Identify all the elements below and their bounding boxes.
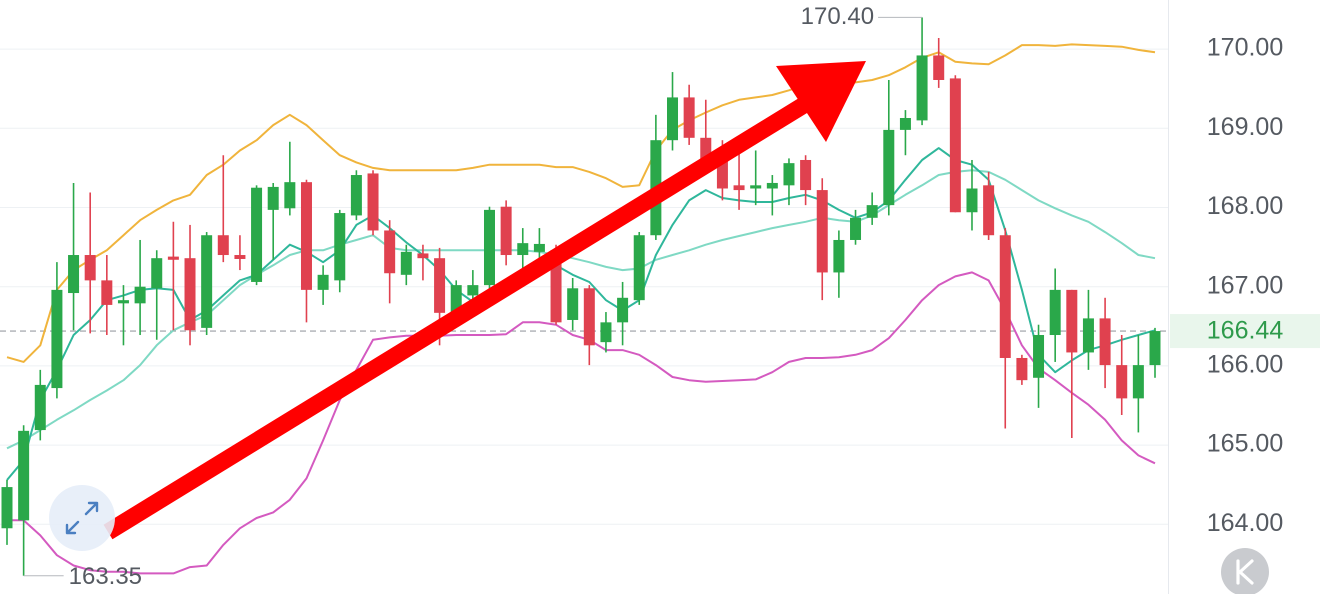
candle-body	[68, 255, 80, 294]
candle-body	[866, 205, 878, 218]
candle-body	[151, 258, 163, 289]
arrow-head	[776, 61, 866, 142]
candle-body	[300, 182, 312, 290]
last-price-box	[1170, 314, 1320, 349]
candle-body	[750, 185, 762, 189]
candle-body	[267, 186, 279, 210]
candle-body	[167, 256, 179, 260]
candle-body	[1082, 318, 1094, 353]
candle-body	[34, 384, 46, 431]
candle-body	[999, 235, 1011, 358]
candle-body	[816, 190, 828, 273]
candle-body	[949, 78, 961, 213]
candle-body	[933, 55, 945, 80]
candle-body	[51, 289, 63, 389]
min-label: 163.35	[69, 563, 142, 590]
candle-body	[1033, 335, 1045, 378]
candle-body	[716, 155, 728, 189]
candle-body	[983, 185, 995, 236]
candle-body	[683, 97, 695, 138]
kline-button-bg[interactable]	[1221, 548, 1269, 594]
candle-body	[134, 286, 146, 304]
candle-body	[350, 175, 362, 216]
candle-body	[500, 206, 512, 256]
candle-body	[850, 217, 862, 240]
candle-body	[800, 159, 812, 191]
candle-body	[1049, 289, 1061, 336]
candle-body	[117, 300, 129, 304]
candle-body	[916, 55, 928, 121]
last-price-label: 166.44	[1207, 317, 1284, 345]
y-tick-label: 168.00	[1207, 192, 1283, 220]
candle-body	[833, 239, 845, 273]
y-tick-label: 164.00	[1207, 509, 1283, 537]
candle-body	[733, 185, 745, 191]
trend-arrow	[103, 61, 866, 540]
kline-icon[interactable]	[1236, 559, 1254, 585]
y-tick-label: 166.00	[1207, 351, 1283, 379]
expand-button[interactable]	[49, 485, 115, 551]
expand-icon[interactable]	[65, 501, 99, 535]
candle-body	[417, 253, 429, 259]
expand-button-bg[interactable]	[49, 485, 115, 551]
candle-body	[667, 97, 679, 141]
candle-body	[334, 213, 346, 281]
candle-body	[284, 182, 296, 209]
candle-body	[251, 187, 263, 282]
kline-button[interactable]	[1221, 548, 1269, 594]
candle-body	[467, 285, 479, 296]
candle-body	[966, 188, 978, 213]
candle-body	[517, 243, 529, 256]
candle-body	[234, 255, 246, 259]
y-tick-label: 170.00	[1207, 34, 1283, 62]
candle-body	[18, 430, 30, 521]
candle-body	[101, 280, 113, 305]
line-layer	[6, 43, 1156, 575]
candle-body	[700, 137, 712, 160]
candle-body	[766, 182, 778, 189]
candle-body	[1116, 365, 1128, 399]
candle-body	[483, 209, 495, 286]
candle-body	[633, 235, 645, 301]
candle-body	[533, 243, 545, 252]
candle-body	[1066, 289, 1078, 353]
candle-body	[567, 288, 579, 320]
candle-body	[1, 487, 13, 529]
arrow-shaft	[103, 92, 817, 540]
candle-body	[1016, 357, 1028, 381]
candle-body	[434, 258, 446, 313]
y-tick-label: 169.00	[1207, 113, 1283, 141]
y-tick-label: 167.00	[1207, 271, 1283, 299]
indicator-line	[7, 271, 1156, 575]
candle-body	[184, 258, 196, 331]
candle-body	[450, 285, 462, 313]
candle-body	[400, 251, 412, 275]
candle-body	[1149, 331, 1161, 366]
candle-body	[617, 297, 629, 323]
indicator-line	[6, 43, 1156, 363]
candle-body	[217, 235, 229, 256]
candle-body	[367, 173, 379, 231]
candle-body	[550, 250, 562, 323]
indicator-line	[6, 147, 1156, 481]
candle-body	[883, 129, 895, 206]
candle-body	[201, 235, 213, 328]
candle-body	[583, 288, 595, 346]
candle-body	[384, 230, 396, 274]
max-label: 170.40	[801, 3, 874, 30]
candle-body	[899, 118, 911, 130]
label-layer: 164.00 165.00 166.00 167.00 168.00 169.00 170.…	[23, 3, 1284, 590]
candle-body	[84, 255, 96, 281]
indicator-line	[6, 169, 1156, 450]
candle-body	[1132, 365, 1144, 399]
candle-body	[317, 274, 329, 290]
candle-body	[1099, 318, 1111, 366]
candle-body	[600, 322, 612, 343]
price-box-layer	[1170, 314, 1320, 349]
candle-body	[783, 163, 795, 186]
y-tick-label: 165.00	[1207, 430, 1283, 458]
